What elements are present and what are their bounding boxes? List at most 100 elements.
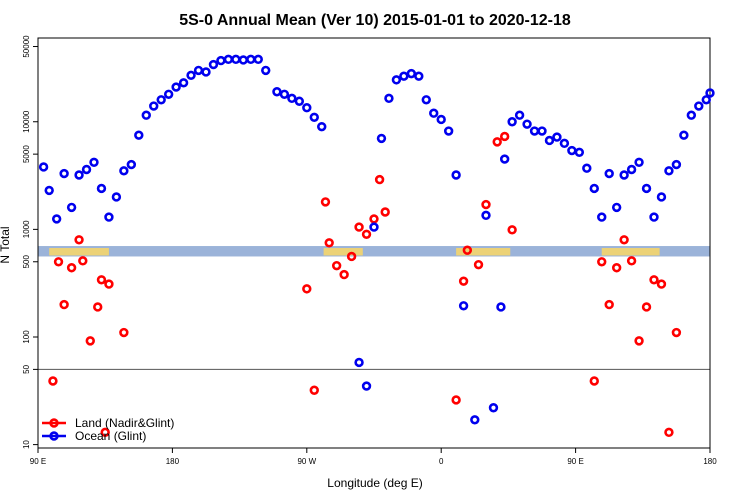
data-point [399,71,409,81]
data-point [104,212,114,222]
data-point [619,170,629,180]
data-point [44,185,54,196]
data-point [111,192,122,202]
data-point [85,336,95,346]
data-point [384,93,394,104]
data-point [686,110,697,120]
data-point [81,164,92,175]
data-point [346,251,357,262]
data-point [507,225,517,235]
data-point [201,67,211,77]
ocean-band [38,246,710,257]
x-axis-label: Longitude (deg E) [327,476,422,490]
x-tick-label: 180 [703,457,717,466]
data-point [391,75,402,85]
legend-label: Land (Nadir&Glint) [75,416,174,430]
x-axis: 90 E 180 90 W 0 90 E 180 [30,448,717,466]
data-point [429,108,439,118]
y-tick-label: 10000 [22,110,31,133]
data-point [604,299,614,310]
data-point [641,302,652,312]
data-point [38,162,49,172]
data-point [582,163,592,173]
data-point [302,284,312,294]
data-point [96,275,107,285]
data-point [552,132,562,142]
data-point [589,183,599,194]
data-point [66,263,77,273]
data-point [507,117,517,127]
data-point [597,257,607,267]
data-point [701,95,711,105]
data-point [369,222,379,232]
data-point [53,257,64,267]
data-point [134,130,144,140]
data-point [597,212,607,222]
data-point [141,110,151,120]
data-point [96,183,107,194]
land-band [38,246,710,257]
data-point [436,114,446,125]
data-point [324,238,334,248]
data-point [380,207,390,217]
data-point [462,245,473,255]
data-point [496,302,506,312]
data-point [309,385,319,395]
data-point [302,103,312,113]
data-point [492,137,502,147]
data-point [171,82,181,92]
y-tick-label: 500 [22,255,31,269]
data-point [361,381,372,391]
data-point [156,95,166,105]
data-point [544,135,555,146]
data-point [93,302,103,312]
data-point [705,88,715,98]
data-point [481,210,491,221]
legend-marker [49,418,59,428]
data-point [611,202,622,213]
data-point [514,110,525,120]
data-point [126,159,137,170]
land-mass [49,248,109,256]
data-point [451,395,461,405]
data-point [51,214,62,224]
land-mass [323,248,363,256]
y-tick-label: 50000 [22,35,31,58]
data-point [369,214,379,224]
data-point [279,89,290,99]
data-point [208,59,219,70]
data-point [272,87,282,97]
data-point [66,202,77,213]
data-point [634,157,644,167]
data-point [537,126,547,136]
y-tick-label: 50 [22,364,31,373]
data-point [320,197,331,207]
data-point [354,222,364,232]
x-tick-label: 180 [166,457,180,466]
y-axis: 10 50 100 500 1000 5000 10000 50000 [22,35,38,449]
data-point [89,157,99,167]
data-point [163,89,174,99]
data-point [78,256,88,266]
data-point [339,269,349,280]
data-point [421,95,431,105]
data-point [664,166,674,176]
data-point [376,133,387,144]
land-mass [456,248,511,256]
y-tick-label: 1000 [22,220,31,238]
land-mass [601,248,660,256]
data-point [59,168,69,179]
plot-border [37,37,711,449]
data-point [649,275,659,285]
data-point [119,166,129,176]
data-point [574,147,585,158]
data-point [451,170,461,180]
x-tick-label: 0 [439,457,444,466]
data-point [74,170,84,180]
data-point [317,121,327,132]
data-point [253,54,263,65]
data-point [261,65,271,76]
data-point [671,159,682,170]
data-point [694,101,704,111]
